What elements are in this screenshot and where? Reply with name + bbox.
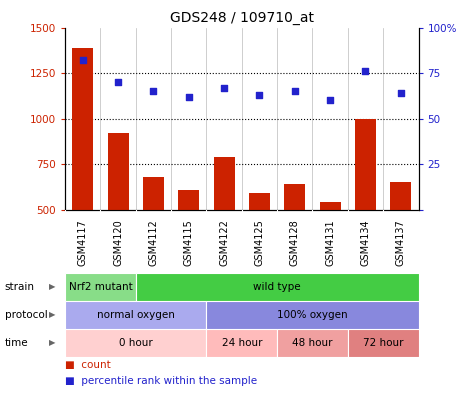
Text: GSM4131: GSM4131 (325, 219, 335, 266)
Bar (277, 329, 348, 356)
Text: ■  percentile rank within the sample: ■ percentile rank within the sample (65, 376, 257, 386)
Point (256, 92, 263, 98)
Point (362, 68, 369, 74)
Text: ■  count: ■ count (65, 360, 111, 370)
Text: ▶: ▶ (49, 310, 55, 319)
Text: normal oxygen: normal oxygen (97, 310, 175, 320)
Text: ▶: ▶ (49, 338, 55, 347)
Point (114, 79, 122, 86)
Bar (143, 177, 164, 301)
Text: GSM4112: GSM4112 (148, 219, 159, 266)
Bar (107, 133, 129, 301)
Bar (178, 190, 199, 301)
Text: 72 hour: 72 hour (363, 338, 404, 348)
Text: Nrf2 mutant: Nrf2 mutant (68, 282, 133, 291)
Text: GSM4134: GSM4134 (360, 219, 371, 266)
Bar (136, 272, 418, 301)
Bar (319, 202, 341, 301)
Point (150, 88, 157, 95)
Text: GSM4115: GSM4115 (184, 219, 194, 266)
Bar (206, 301, 418, 329)
Bar (390, 183, 412, 301)
Text: 24 hour: 24 hour (221, 338, 262, 348)
Bar (355, 119, 376, 301)
Bar (213, 157, 235, 301)
Text: ▶: ▶ (49, 282, 55, 291)
Text: protocol: protocol (5, 310, 47, 320)
Bar (284, 184, 306, 301)
Bar (65, 329, 206, 356)
Text: time: time (5, 338, 28, 348)
Text: wild type: wild type (253, 282, 301, 291)
Text: GSM4137: GSM4137 (396, 219, 406, 266)
Point (291, 88, 299, 95)
Point (220, 85, 228, 91)
Point (397, 90, 405, 96)
Text: 0 hour: 0 hour (119, 338, 153, 348)
Text: GSM4117: GSM4117 (78, 219, 88, 266)
Bar (65, 272, 136, 301)
Text: 48 hour: 48 hour (292, 338, 333, 348)
Point (326, 97, 334, 104)
Text: GSM4128: GSM4128 (290, 219, 300, 266)
Title: GDS248 / 109710_at: GDS248 / 109710_at (170, 11, 314, 25)
Text: 100% oxygen: 100% oxygen (277, 310, 348, 320)
Text: GSM4122: GSM4122 (219, 219, 229, 266)
Text: GSM4125: GSM4125 (254, 219, 265, 266)
Bar (348, 329, 418, 356)
Text: strain: strain (5, 282, 35, 291)
Bar (249, 193, 270, 301)
Text: GSM4120: GSM4120 (113, 219, 123, 266)
Point (185, 94, 193, 100)
Bar (72, 48, 93, 301)
Bar (206, 329, 277, 356)
Bar (65, 301, 206, 329)
Point (79, 57, 86, 64)
